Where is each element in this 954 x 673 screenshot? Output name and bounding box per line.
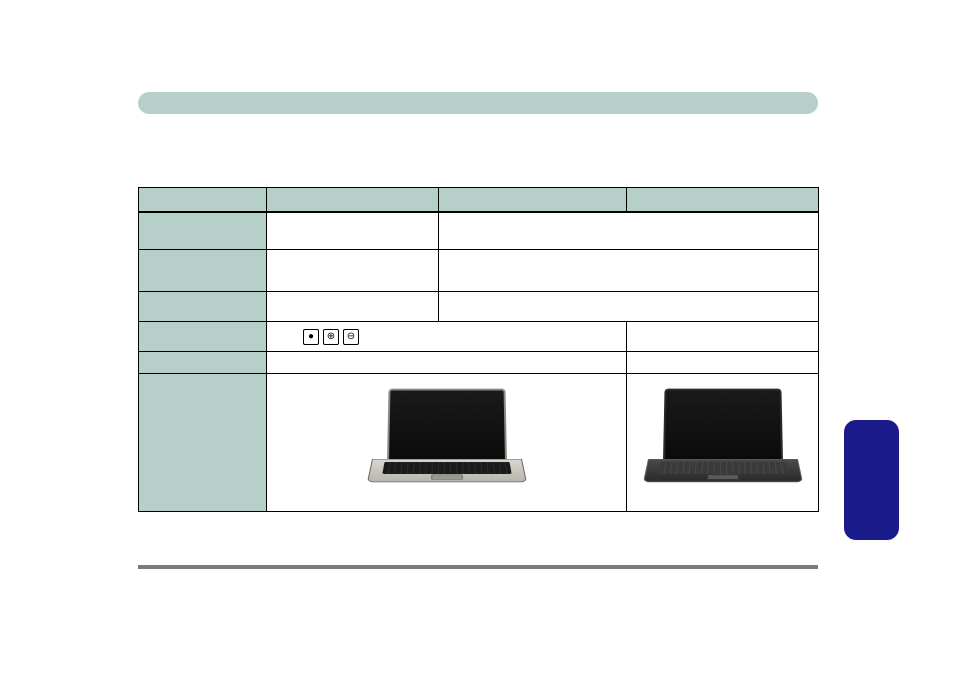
row-label [139,212,267,250]
laptop-silver-image [372,386,522,497]
row-cell [439,292,819,322]
row-label [139,352,267,374]
row-cell-buttons: ● ⊕ ⊖ [267,322,627,352]
footer-rule [138,565,818,569]
header-cell [439,188,627,212]
table-image-row [139,374,819,512]
header-cell [139,188,267,212]
row-cell [627,352,819,374]
table-row: ● ⊕ ⊖ [139,322,819,352]
spec-table: ● ⊕ ⊖ [138,187,819,512]
section-header-bar [138,92,818,114]
product-image-cell [627,374,819,512]
table-row [139,212,819,250]
row-cell [627,322,819,352]
row-label [139,292,267,322]
header-cell [267,188,439,212]
row-cell [439,250,819,292]
row-cell [267,250,439,292]
row-label [139,250,267,292]
page-root: ● ⊕ ⊖ [0,0,954,673]
side-tab [844,420,899,540]
row-cell [267,352,627,374]
product-image-cell [267,374,627,512]
table-header-row [139,188,819,212]
row-cell [267,212,439,250]
row-cell [439,212,819,250]
table-row [139,292,819,322]
table-row [139,352,819,374]
table-row [139,250,819,292]
row-label [139,322,267,352]
zoom-out-button[interactable]: ⊖ [343,329,359,345]
zoom-in-button[interactable]: ⊕ [323,329,339,345]
row-cell [267,292,439,322]
row-label [139,374,267,512]
zoom-reset-button[interactable]: ● [303,329,319,345]
zoom-button-group: ● ⊕ ⊖ [273,329,359,345]
header-cell [627,188,819,212]
laptop-dark-image [648,386,798,497]
